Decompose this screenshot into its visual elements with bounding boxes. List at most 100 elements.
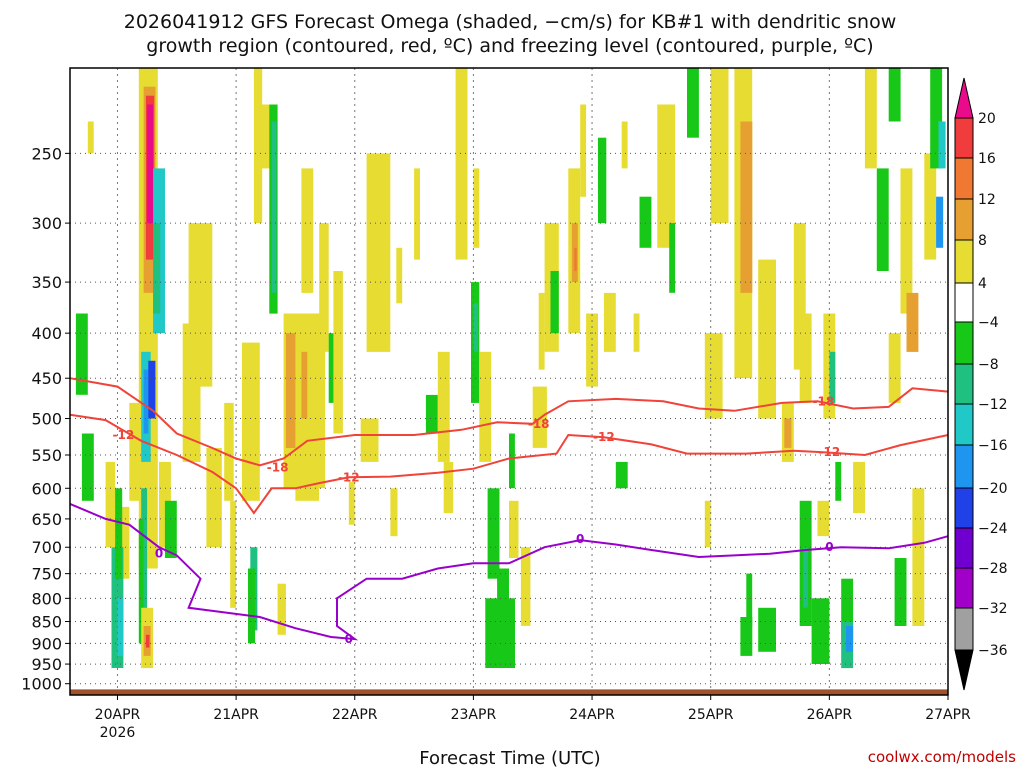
colorbar-tick-label: −20 (978, 481, 1008, 497)
omega-cell (230, 500, 237, 608)
ground-surface (70, 689, 948, 695)
x-tick-label: 23APR (451, 707, 497, 723)
colorbar-bin (954, 444, 974, 489)
omega-cell (803, 547, 808, 608)
x-axis: 20APR 21APR 22APR 23APR 24APR 25APR 26APR 27APR… (95, 695, 971, 741)
omega-cell (188, 223, 213, 387)
colorbar-bin (954, 607, 974, 651)
omega-cell (75, 313, 88, 395)
contour-label: 0 (155, 547, 163, 561)
omega-cell (333, 271, 343, 434)
contour-label: -12 (113, 428, 135, 442)
colorbar-bin (954, 321, 974, 365)
omega-cell (153, 223, 161, 314)
y-tick-label: 750 (31, 565, 62, 584)
contour-label: -12 (338, 470, 360, 484)
colorbar-tick-label: −4 (978, 315, 999, 331)
freezing-level-contour (69, 502, 949, 641)
omega-cell (138, 518, 144, 644)
colorbar-bin (954, 363, 974, 405)
omega-cell (396, 247, 403, 304)
colorbar-tick-label: −8 (978, 357, 999, 373)
x-tick-label: 22APR (332, 707, 378, 723)
omega-cell (888, 68, 901, 122)
y-tick-label: 300 (31, 214, 62, 233)
omega-cell (598, 137, 607, 224)
omega-shading-layer (75, 68, 946, 669)
omega-cell (621, 121, 628, 169)
y-tick-label: 250 (31, 144, 62, 163)
omega-cell (823, 313, 836, 419)
colorbar-bin (954, 487, 974, 529)
colorbar-bin (954, 239, 974, 284)
y-tick-label: 350 (31, 273, 62, 292)
y-tick-label: 500 (31, 410, 62, 429)
omega-cell (876, 168, 889, 271)
y-tick-label: 900 (31, 634, 62, 653)
x-axis-label: Forecast Time (UTC) (419, 748, 600, 768)
y-tick-label: 700 (31, 538, 62, 557)
omega-cell (360, 418, 379, 462)
omega-cell (366, 153, 391, 352)
omega-cell (143, 369, 149, 434)
omega-cell (704, 333, 723, 419)
omega-cell (111, 547, 124, 668)
contour-label: 0 (576, 532, 584, 546)
omega-cell (817, 500, 830, 537)
omega-cell (799, 313, 812, 403)
omega-cell (87, 121, 94, 154)
omega-cell (145, 634, 150, 648)
omega-cell (669, 223, 676, 293)
omega-cell (657, 104, 676, 248)
omega-cell (328, 333, 337, 403)
omega-cell (853, 461, 865, 513)
omega-cell (277, 583, 286, 635)
omega-cell (740, 121, 753, 293)
omega-cell (129, 402, 142, 501)
y-tick-label: 950 (31, 655, 62, 674)
omega-cell (580, 104, 587, 197)
omega-cell (746, 573, 753, 626)
colorbar-bin (954, 567, 974, 609)
x-tick-label: 25APR (688, 707, 734, 723)
omega-cell (141, 488, 148, 613)
omega-cell (793, 223, 806, 370)
omega-cell (930, 68, 943, 169)
x-tick-label: 24APR (569, 707, 615, 723)
omega-cell (639, 196, 652, 248)
omega-cell (285, 333, 296, 448)
omega-cell (906, 292, 919, 352)
omega-cell (81, 433, 94, 501)
contour-label: -18 (813, 394, 835, 408)
omega-cell (758, 607, 776, 652)
grid-lines (70, 68, 949, 695)
dendritic-contour-0 (69, 377, 949, 467)
omega-cell (115, 488, 123, 579)
colorbar-bottom-arrow (954, 649, 974, 691)
omega-cell (710, 68, 729, 224)
omega-cell (443, 461, 454, 513)
colorbar-tick-label: −36 (978, 643, 1008, 659)
omega-cell (437, 351, 450, 462)
omega-cell (271, 121, 277, 293)
omega-cell (704, 500, 711, 548)
omega-cell (248, 568, 256, 644)
colorbar: 20 16 12 8 4 −4 −8 −12 −16 −20 −24 −28 −32 −36 (954, 77, 1008, 691)
omega-cell (888, 333, 901, 403)
omega-cell (758, 259, 776, 419)
omega-cell (319, 223, 329, 352)
omega-cell (846, 626, 854, 652)
omega-cell (615, 461, 628, 489)
omega-cell (117, 506, 130, 579)
omega-cell (242, 342, 260, 501)
omega-cell (835, 461, 842, 501)
omega-cell (864, 68, 877, 169)
colorbar-tick-label: −24 (978, 521, 1008, 537)
omega-cell (784, 418, 792, 448)
omega-cell (455, 68, 468, 260)
colorbar-tick-label: 16 (978, 151, 996, 167)
x-tick-label: 26APR (807, 707, 853, 723)
omega-cell (633, 313, 640, 352)
ground-layer (70, 689, 948, 695)
colorbar-bin (954, 117, 974, 159)
